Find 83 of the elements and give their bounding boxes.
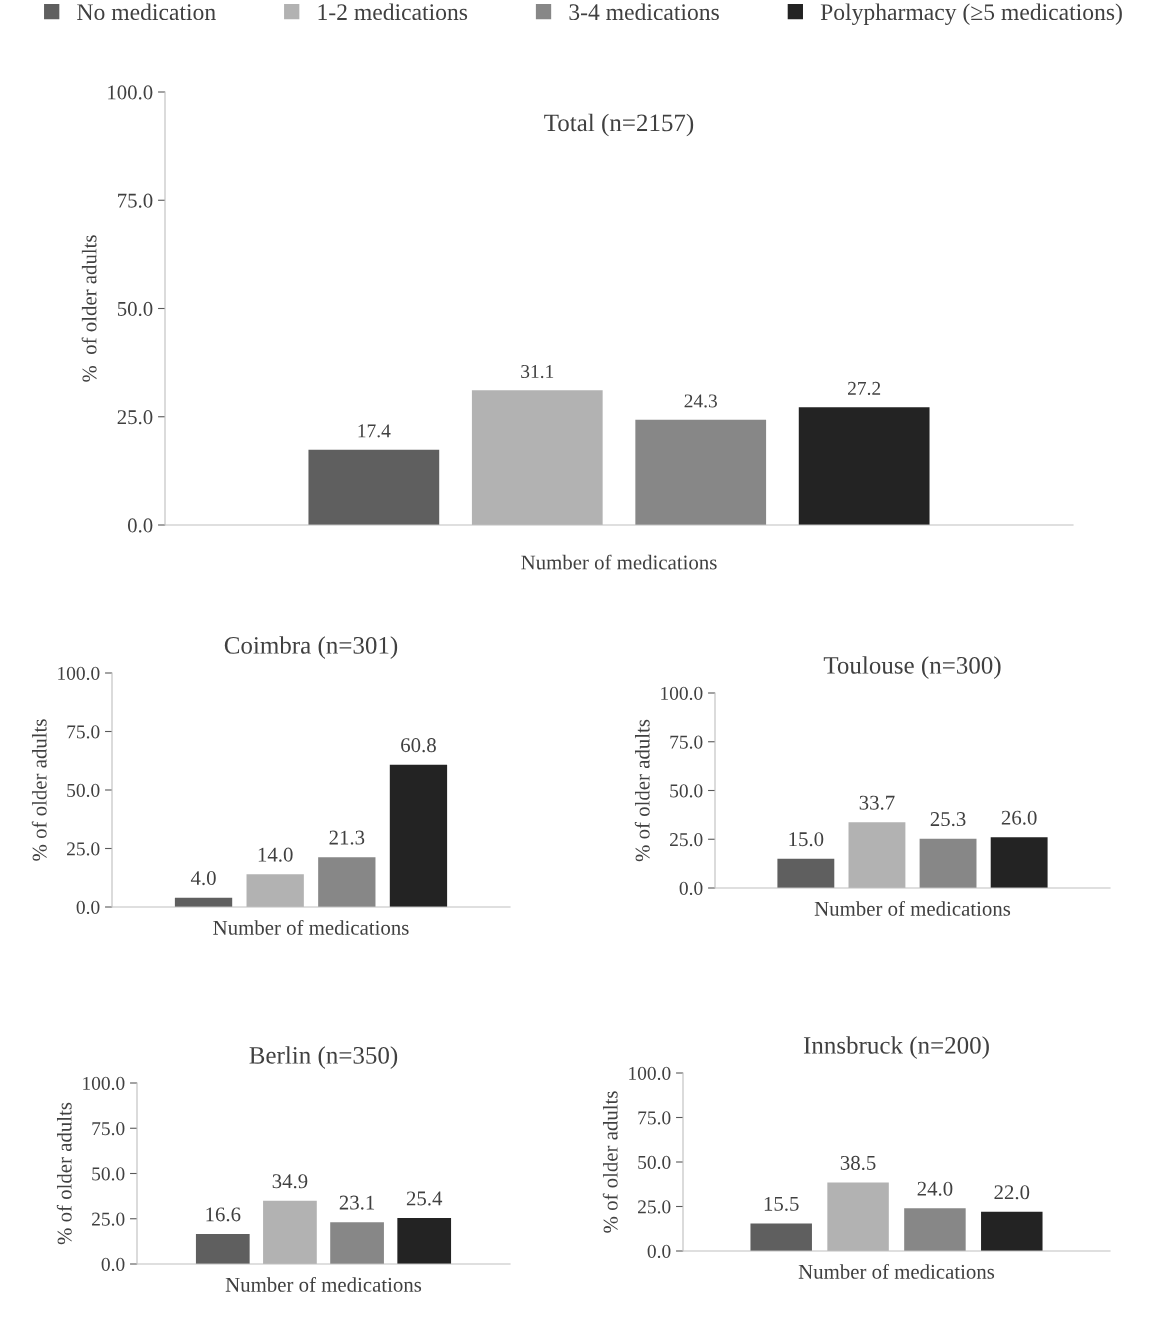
y-tick-label: 0.0 <box>101 1257 125 1272</box>
chart-title: Innsbruck (n=200) <box>803 1036 989 1059</box>
data-label: 34.9 <box>272 1174 308 1189</box>
y-tick-label: 100.0 <box>108 85 153 100</box>
y-tick-label: 50.0 <box>670 784 703 798</box>
bar <box>848 822 906 888</box>
data-label: 25.4 <box>406 1191 443 1206</box>
data-label: 17.4 <box>358 424 391 438</box>
data-label: 27.2 <box>848 381 881 396</box>
chart-title: Coimbra (n=301) <box>224 636 398 659</box>
legend-label: 1-2 medications <box>318 3 468 21</box>
bar <box>990 837 1048 888</box>
legend-label: 3-4 medications <box>569 3 719 21</box>
y-tick-label: 50.0 <box>117 301 153 317</box>
data-label: 31.1 <box>521 364 554 379</box>
data-label: 4.0 <box>190 871 216 886</box>
data-label: 33.7 <box>859 795 895 810</box>
data-label: 15.0 <box>789 832 824 847</box>
x-axis-title: Number of medications <box>225 1276 422 1292</box>
y-tick-label: 50.0 <box>67 783 100 798</box>
bar <box>389 764 448 907</box>
data-label: 38.5 <box>840 1155 876 1170</box>
y-tick-label: 0.0 <box>647 1244 671 1259</box>
bar <box>798 407 930 525</box>
data-label: 24.3 <box>684 394 717 408</box>
y-tick-label: 75.0 <box>67 725 100 739</box>
x-axis-title: Number of medications <box>213 919 409 935</box>
data-label: 16.6 <box>206 1207 241 1222</box>
legend-label: Polypharmacy (≥5 medications) <box>820 3 1122 25</box>
y-tick-label: 100.0 <box>58 666 100 681</box>
y-axis-title: % of older adults <box>602 1091 618 1233</box>
x-axis-title: Number of medications <box>814 900 1011 916</box>
y-tick-label: 25.0 <box>670 833 703 847</box>
data-label: 14.0 <box>258 847 293 862</box>
data-label: 26.0 <box>1001 810 1037 825</box>
y-tick-label: 25.0 <box>67 842 100 856</box>
y-tick-label: 75.0 <box>670 735 703 749</box>
y-tick-label: 50.0 <box>638 1155 671 1170</box>
y-tick-label: 0.0 <box>127 518 153 533</box>
bar <box>635 419 767 525</box>
bar <box>195 1233 250 1264</box>
bar <box>308 449 440 525</box>
y-tick-label: 25.0 <box>117 410 153 425</box>
y-tick-label: 50.0 <box>92 1167 125 1181</box>
y-tick-label: 25.0 <box>638 1200 671 1214</box>
y-tick-label: 0.0 <box>76 900 100 915</box>
bar <box>330 1222 384 1264</box>
y-tick-label: 0.0 <box>679 881 703 896</box>
chart-title: Toulouse (n=300) <box>823 656 1001 679</box>
bar <box>981 1211 1043 1251</box>
y-tick-label: 75.0 <box>92 1122 125 1136</box>
bar <box>904 1208 966 1251</box>
data-label: 24.0 <box>917 1181 953 1196</box>
bar <box>263 1200 317 1264</box>
y-tick-label: 75.0 <box>118 193 153 208</box>
y-axis-title: % of older adults <box>31 719 47 861</box>
y-tick-label: 100.0 <box>629 1066 671 1081</box>
data-label: 60.8 <box>401 738 436 753</box>
y-tick-label: 100.0 <box>661 686 703 701</box>
bar <box>777 858 835 888</box>
data-label: 15.5 <box>764 1196 799 1211</box>
bar <box>318 857 376 907</box>
legend-label: No medication <box>77 3 216 21</box>
y-axis-title: % of older adults <box>634 719 650 862</box>
bar <box>246 874 304 907</box>
y-axis-title: % of older adults <box>81 235 97 382</box>
x-axis-title: Number of medications <box>798 1263 995 1279</box>
data-label: 22.0 <box>994 1185 1030 1200</box>
data-label: 25.3 <box>930 812 966 827</box>
text: Total (n=2157) <box>544 113 694 137</box>
bar <box>471 390 603 525</box>
bar <box>919 838 977 888</box>
data-label: 21.3 <box>329 830 365 845</box>
y-axis-title: % of older adults <box>56 1102 72 1245</box>
bar <box>750 1223 812 1251</box>
x-axis-title: Number of medications <box>521 554 717 570</box>
chart-title: Berlin (n=350) <box>249 1046 398 1069</box>
y-tick-label: 100.0 <box>83 1076 125 1091</box>
data-label: 23.1 <box>339 1195 375 1210</box>
bar <box>827 1182 889 1251</box>
y-tick-label: 75.0 <box>638 1111 671 1125</box>
bar <box>397 1218 452 1264</box>
y-tick-label: 25.0 <box>92 1212 125 1226</box>
